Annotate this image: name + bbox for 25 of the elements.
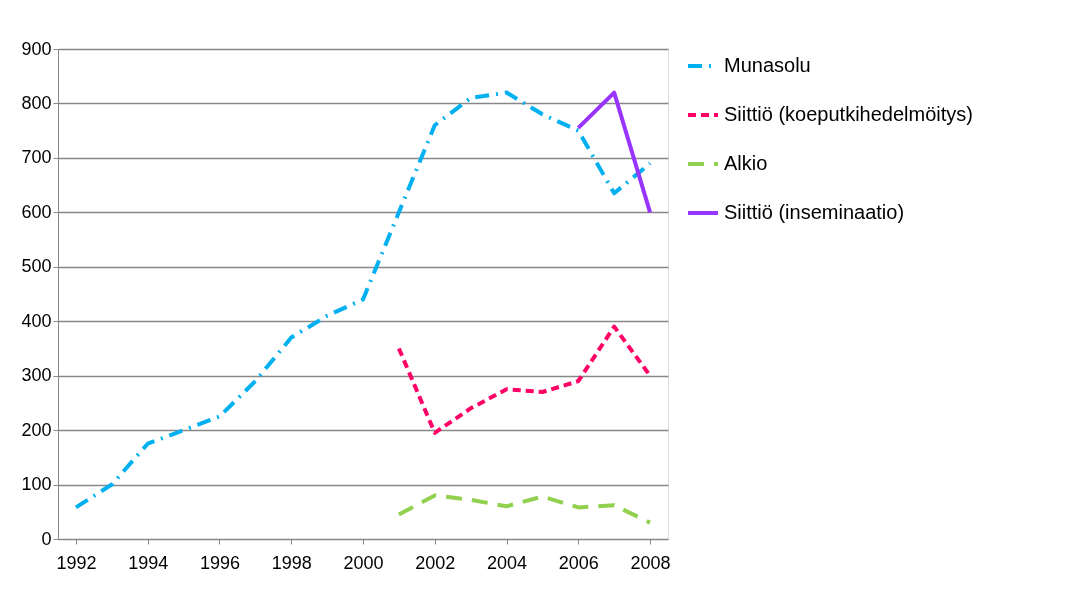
x-tick-label: 2008: [630, 552, 671, 573]
line-series: [73, 90, 653, 510]
y-tick-label: 0: [41, 528, 52, 549]
x-tick-label: 2000: [343, 552, 384, 573]
y-tick-label: 500: [21, 256, 52, 277]
y-tick-label: 800: [21, 92, 52, 113]
y-tick-label: 400: [21, 310, 52, 331]
legend-label: Siittiö (koeputkihedelmöitys): [724, 103, 973, 125]
legend-label: Munasolu: [724, 54, 811, 76]
y-tick-label: 700: [21, 147, 52, 168]
x-tick-label: 1998: [271, 552, 312, 573]
legend-label: Siittiö (inseminaatio): [724, 201, 905, 223]
y-tick-label: 200: [21, 419, 52, 440]
x-tick-label: 1992: [56, 552, 97, 573]
x-tick-label: 2004: [487, 552, 528, 573]
x-tick-label: 2002: [415, 552, 456, 573]
x-tick-label: 1996: [199, 552, 240, 573]
legend-label: Alkio: [724, 152, 768, 174]
y-tick-label: 300: [21, 365, 52, 386]
y-tick-label: 600: [21, 201, 52, 222]
line-series: [396, 493, 653, 525]
y-tick-label: 900: [21, 38, 52, 59]
x-tick-label: 2006: [558, 552, 599, 573]
x-tick-label: 1994: [128, 552, 169, 573]
y-tick-label: 100: [21, 474, 52, 495]
